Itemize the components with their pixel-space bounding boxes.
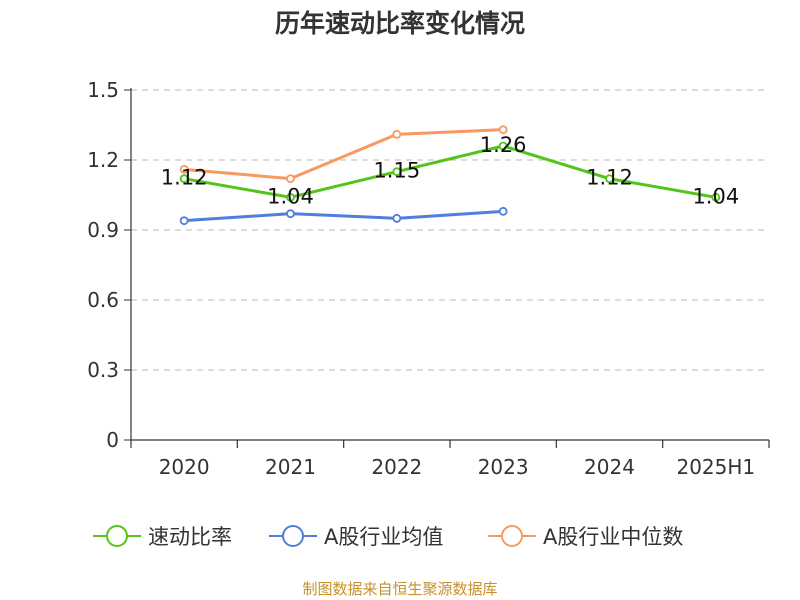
legend-marker-green-icon	[93, 525, 141, 547]
data-label: 1.12	[161, 166, 208, 190]
data-point	[179, 164, 189, 174]
data-point	[392, 213, 402, 223]
data-point	[711, 192, 721, 202]
series-line-0	[183, 144, 717, 199]
x-tick-label: 2023	[478, 455, 529, 479]
x-tick-label: 2025H1	[676, 455, 755, 479]
legend-marker-orange-icon	[488, 525, 536, 547]
y-tick-label: 1.2	[87, 148, 119, 172]
legend-item-industry-median[interactable]: A股行业中位数	[487, 519, 683, 553]
x-tick-label: 2021	[265, 455, 316, 479]
data-point	[286, 174, 295, 184]
data-source-note: 制图数据来自恒生聚源数据库	[302, 580, 498, 598]
legend: 速动比率 A股行业均值 A股行业中位数	[0, 519, 800, 553]
x-tick-label: 2020	[159, 455, 210, 479]
data-label: 1.15	[373, 159, 420, 183]
data-point	[605, 174, 614, 184]
y-tick-label: 0.9	[87, 218, 119, 242]
series-line-2	[184, 128, 504, 181]
legend-item-industry-mean[interactable]: A股行业均值	[268, 519, 443, 553]
x-tick-label: 2024	[584, 455, 635, 479]
series-line-1	[184, 209, 504, 223]
legend-label: 速动比率	[148, 525, 232, 549]
y-tick-label: 0.3	[87, 358, 119, 382]
legend-label: A股行业中位数	[543, 525, 684, 549]
data-label: 1.12	[586, 166, 633, 190]
legend-marker-blue-icon	[269, 525, 317, 547]
y-tick-label: 0.6	[87, 288, 119, 312]
data-point	[392, 167, 402, 177]
legend-item-quick-ratio[interactable]: 速动比率	[92, 519, 232, 553]
y-tick-label: 1.5	[87, 78, 119, 102]
legend-label: A股行业均值	[324, 525, 444, 549]
chart-title: 历年速动比率变化情况	[274, 9, 525, 38]
x-tick-label: 2022	[371, 455, 422, 479]
data-label: 1.26	[480, 133, 527, 157]
data-point	[498, 141, 508, 151]
data-point	[179, 216, 189, 226]
data-point	[286, 209, 295, 219]
data-label: 1.04	[692, 184, 739, 208]
data-point	[392, 129, 402, 139]
data-point	[179, 174, 189, 184]
data-label: 1.04	[267, 184, 314, 208]
data-point	[286, 192, 295, 202]
data-point	[498, 206, 508, 216]
data-point	[498, 125, 508, 135]
y-tick-label: 0	[106, 428, 119, 452]
